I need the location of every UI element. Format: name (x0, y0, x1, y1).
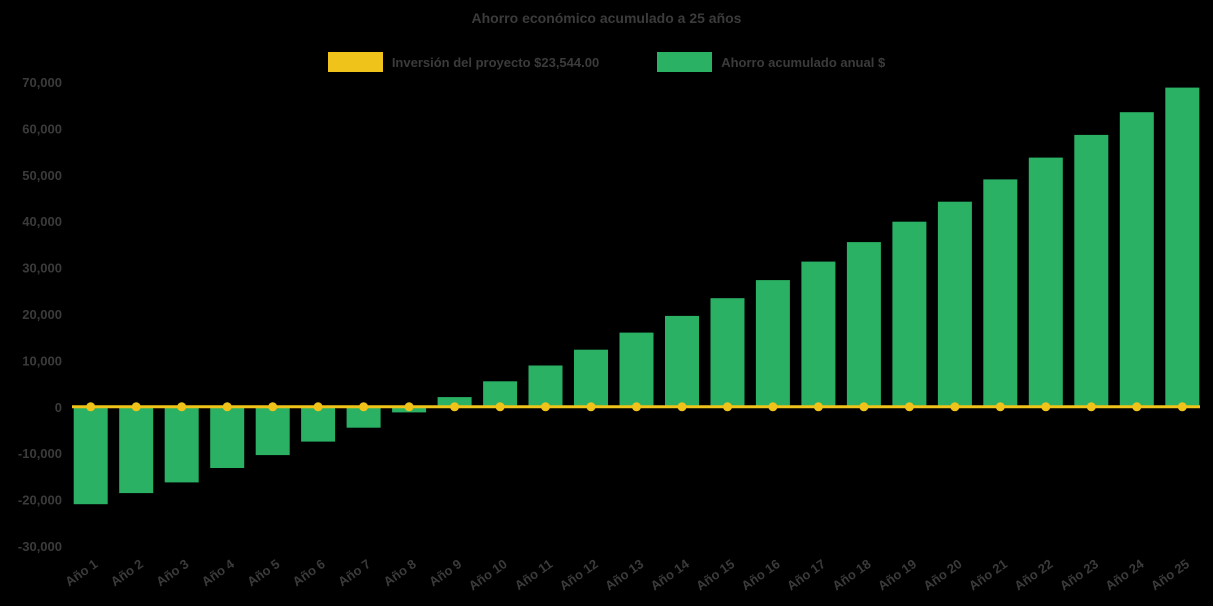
bar-año-5 (255, 406, 290, 456)
x-tick-label: Año 4 (199, 556, 238, 589)
investment-point (586, 402, 596, 412)
bar-año-15 (710, 298, 745, 407)
investment-point (313, 402, 323, 412)
y-tick-label: 70,000 (22, 75, 62, 90)
legend-item-savings: Ahorro acumulado anual $ (657, 52, 885, 72)
bar-año-23 (1074, 134, 1109, 407)
investment-point (677, 402, 687, 412)
investment-point (222, 402, 232, 412)
bar-año-12 (574, 349, 608, 407)
x-tick-label: Año 3 (153, 556, 191, 589)
x-tick-label: Año 8 (381, 556, 419, 589)
legend-item-investment: Inversión del proyecto $23,544.00 (327, 52, 600, 72)
investment-point (950, 402, 960, 412)
investment-point (1041, 402, 1051, 412)
bar-año-22 (1028, 157, 1063, 407)
x-tick-label: Año 11 (512, 556, 556, 593)
bar-año-17 (801, 261, 836, 407)
chart-legend: Inversión del proyecto $23,544.00 Ahorro… (0, 52, 1213, 72)
investment-point (995, 402, 1005, 412)
bar-año-25 (1165, 87, 1200, 407)
investment-point (268, 402, 278, 412)
bar-año-9 (437, 397, 472, 407)
x-tick-label: Año 16 (739, 556, 783, 593)
x-tick-label: Año 5 (244, 556, 282, 589)
x-tick-label: Año 1 (62, 556, 100, 589)
x-tick-label: Año 24 (1102, 556, 1147, 594)
bar-año-6 (301, 406, 336, 442)
legend-label-savings: Ahorro acumulado anual $ (721, 54, 886, 70)
y-tick-label: 60,000 (22, 121, 62, 136)
x-tick-label: Año 10 (466, 556, 510, 593)
y-tick-label: 40,000 (22, 214, 62, 229)
investment-point (404, 402, 414, 412)
bar-año-2 (119, 406, 154, 494)
investment-point (495, 402, 505, 412)
investment-point (904, 402, 914, 412)
x-tick-label: Año 15 (693, 556, 737, 593)
investment-point (1177, 402, 1187, 412)
y-tick-label: 30,000 (22, 261, 62, 276)
bar-año-3 (164, 406, 199, 483)
bar-año-11 (528, 365, 563, 407)
y-tick-label: 0 (55, 400, 62, 415)
x-tick-label: Año 6 (290, 556, 328, 589)
bar-año-7 (346, 406, 381, 428)
x-tick-label: Año 13 (602, 556, 646, 593)
investment-point (359, 402, 369, 412)
y-tick-label: 50,000 (22, 168, 62, 183)
x-tick-label: Año 12 (557, 556, 601, 593)
x-tick-label: Año 18 (830, 556, 874, 593)
bar-año-16 (755, 280, 790, 407)
x-tick-label: Año 9 (426, 556, 464, 589)
y-tick-label: 10,000 (22, 353, 62, 368)
y-tick-label: -10,000 (18, 446, 62, 461)
bar-año-18 (846, 242, 881, 407)
bar-año-1 (73, 406, 108, 505)
investment-point (1086, 402, 1096, 412)
y-tick-label: -20,000 (18, 493, 62, 508)
y-tick-label: 20,000 (22, 307, 62, 322)
investment-point (86, 402, 96, 412)
investment-point (1132, 402, 1142, 412)
bar-año-20 (937, 201, 972, 407)
y-tick-label: -30,000 (18, 539, 62, 554)
x-tick-label: Año 23 (1057, 556, 1101, 593)
legend-label-investment: Inversión del proyecto $23,544.00 (391, 54, 600, 70)
investment-point (450, 402, 460, 412)
x-tick-label: Año 7 (335, 556, 373, 589)
x-tick-label: Año 2 (108, 556, 146, 589)
investment-point (768, 402, 778, 412)
bar-año-13 (619, 332, 654, 407)
investment-point (131, 402, 141, 412)
investment-point (541, 402, 550, 412)
investment-point (632, 402, 641, 412)
investment-point (723, 402, 732, 412)
bar-año-14 (665, 315, 699, 407)
bar-año-19 (892, 221, 927, 407)
bar-año-4 (210, 406, 245, 468)
x-tick-label: Año 17 (784, 556, 828, 593)
x-tick-label: Año 20 (921, 556, 965, 593)
legend-swatch-savings (657, 52, 713, 72)
investment-point (177, 402, 187, 412)
x-tick-label: Año 14 (648, 556, 693, 594)
x-tick-label: Año 19 (875, 556, 919, 593)
bar-año-21 (983, 179, 1018, 407)
investment-point (813, 402, 823, 412)
x-tick-label: Año 22 (1011, 556, 1055, 593)
x-tick-label: Año 25 (1148, 556, 1192, 593)
investment-point (859, 402, 869, 412)
chart-title: Ahorro económico acumulado a 25 años (471, 10, 742, 26)
bar-año-24 (1119, 112, 1154, 407)
legend-swatch-investment (327, 52, 383, 72)
x-tick-label: Año 21 (966, 556, 1010, 593)
